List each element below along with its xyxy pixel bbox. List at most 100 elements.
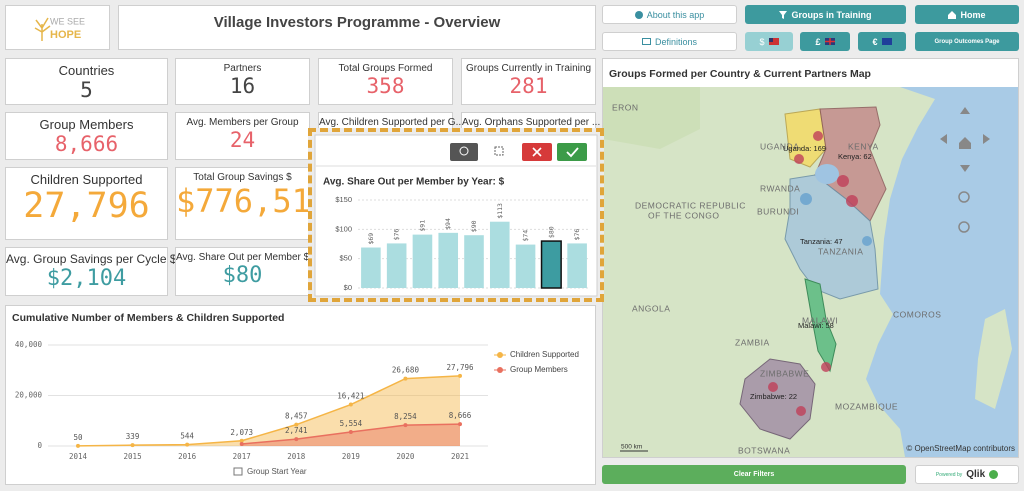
value-label: 8,666 — [449, 411, 472, 420]
map: ERON UGANDA KENYA RWANDA BURUNDI DEMOCRATIC R… — [603, 87, 1018, 457]
kpi-card: Total Groups Formed 358 — [318, 58, 453, 105]
partner-marker — [837, 175, 849, 187]
value-label: 339 — [126, 432, 140, 441]
groups-in-training-button[interactable]: Groups in Training — [745, 5, 906, 24]
partner-marker — [796, 406, 806, 416]
kpi-value: $2,104 — [46, 266, 127, 291]
kpi-label: Total Groups Formed — [338, 63, 433, 74]
y-tick-label: $150 — [335, 195, 352, 204]
select-icon — [494, 146, 504, 156]
qlik-badge: Powered by Qlik — [915, 465, 1019, 484]
bar — [438, 232, 459, 288]
zoom-out[interactable] — [958, 221, 970, 233]
partner-marker — [813, 131, 823, 141]
y-tick-label: $0 — [344, 283, 352, 292]
data-point — [76, 443, 80, 448]
kpi-value: $776,510 — [176, 182, 331, 220]
x-tick-label: 2015 — [124, 452, 142, 461]
cumulative-panel: Cumulative Number of Members & Children … — [5, 305, 596, 485]
cumulative-chart: Cumulative Number of Members & Children … — [12, 312, 579, 476]
kpi-label: Group Members — [39, 117, 134, 132]
select-button[interactable] — [486, 143, 514, 161]
country-label: MOZAMBIQUE — [835, 401, 898, 411]
currency-button[interactable]: £ — [800, 32, 850, 51]
data-point — [294, 437, 299, 442]
info-icon — [634, 10, 643, 19]
x-tick-label: 2020 — [396, 452, 415, 461]
bar — [412, 234, 433, 288]
country-zimbabwe — [739, 358, 816, 440]
clear-filters-button[interactable]: Clear Filters — [602, 465, 906, 484]
partner-markers — [768, 131, 858, 416]
y-tick-label: $50 — [339, 254, 352, 263]
kpi-value: 358 — [366, 74, 405, 98]
value-label: 5,554 — [340, 419, 363, 428]
button-label: Clear Filters — [733, 471, 775, 478]
scale-label: 500 km — [621, 444, 642, 451]
kpi-value: 27,796 — [23, 186, 150, 226]
data-label: Uganda: 169 — [783, 144, 826, 153]
button-label: Groups in Training — [791, 9, 872, 20]
cancel-icon — [532, 147, 542, 157]
home-view[interactable] — [959, 137, 971, 149]
pan-down[interactable] — [960, 165, 970, 172]
pan-right[interactable] — [983, 134, 990, 144]
x-tick-label: 2019 — [342, 452, 360, 461]
kpi-label: Avg. Members per Group — [186, 117, 299, 128]
home-button[interactable]: Home — [915, 5, 1019, 24]
flag-icon — [768, 38, 779, 45]
value-label: 50 — [73, 433, 83, 442]
data-point — [348, 402, 353, 407]
value-label: $69 — [367, 233, 375, 245]
kpi-card: Total Group Savings $ $776,510 — [175, 167, 331, 240]
x-tick-label: 2017 — [233, 452, 251, 461]
logo-text: HOPE — [50, 29, 81, 41]
group-outcomes-button[interactable]: Group Outcomes Page — [915, 32, 1019, 51]
kpi-value: 5 — [80, 78, 93, 102]
legend-label: Group Members — [510, 365, 568, 374]
confirm-button[interactable] — [557, 143, 587, 161]
definitions-button[interactable]: Definitions — [602, 32, 737, 51]
partner-marker — [794, 154, 804, 164]
pan-left[interactable] — [940, 134, 947, 144]
pan-up[interactable] — [960, 107, 970, 114]
value-label: $94 — [444, 218, 452, 230]
button-label: $ — [759, 36, 765, 47]
book-icon — [641, 38, 651, 45]
kpi-label: Groups Currently in Training — [465, 63, 592, 74]
data-point — [403, 423, 408, 428]
zoom-in[interactable] — [958, 191, 970, 203]
data-point — [294, 422, 299, 427]
country-label: UGANDA — [760, 141, 799, 151]
y-tick-label: $100 — [335, 224, 352, 233]
lasso-button[interactable] — [450, 143, 478, 161]
kpi-card: Children Supported 27,796 — [5, 167, 168, 240]
y-tick-label: 40,000 — [15, 340, 43, 349]
currency-button[interactable]: € — [858, 32, 906, 51]
kpi-label: Avg. Orphans Supported per ... — [462, 117, 601, 128]
home-icon — [948, 10, 957, 19]
country-label: COMOROS — [893, 309, 941, 319]
kpi-label: Avg. Children Supported per G... — [319, 117, 464, 128]
data-label: Tanzania: 47 — [800, 237, 843, 246]
bar — [464, 235, 484, 288]
value-label: $76 — [573, 229, 581, 241]
country-label: BURUNDI — [757, 206, 799, 216]
map-controls — [940, 107, 990, 233]
country-kenya — [814, 106, 887, 222]
about-button[interactable]: About this app — [602, 5, 737, 24]
kpi-card: Partners 16 — [175, 58, 310, 105]
kpi-value: 8,666 — [54, 132, 119, 156]
bar — [361, 247, 381, 288]
kpi-card: Groups Currently in Training 281 — [461, 58, 596, 105]
currency-button[interactable]: $ — [745, 32, 793, 51]
powered-text: Powered by — [935, 471, 963, 478]
kpi-value: 16 — [229, 74, 256, 98]
data-point — [239, 441, 244, 446]
chart-title: Cumulative Number of Members & Children … — [12, 312, 284, 324]
kpi-label: Total Group Savings $ — [193, 172, 292, 183]
attribution: © OpenStreetMap contributors — [906, 444, 1015, 453]
brand-text: Qlik — [966, 469, 986, 480]
data-point — [403, 376, 408, 381]
data-point — [458, 422, 462, 427]
